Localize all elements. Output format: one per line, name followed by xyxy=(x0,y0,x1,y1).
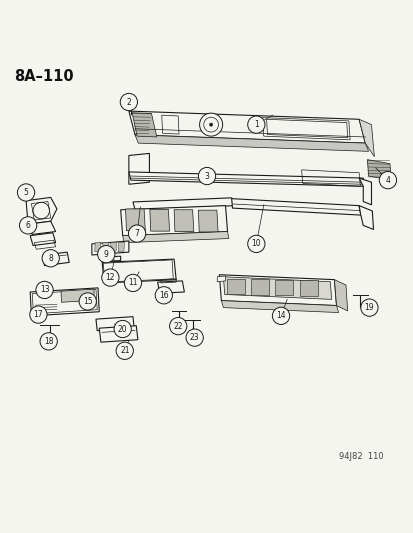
Text: 12: 12 xyxy=(105,273,115,282)
Text: 21: 21 xyxy=(120,346,129,356)
Text: 17: 17 xyxy=(33,310,43,319)
Circle shape xyxy=(79,293,96,310)
Polygon shape xyxy=(61,289,94,302)
Polygon shape xyxy=(122,231,228,243)
Circle shape xyxy=(124,274,141,292)
Polygon shape xyxy=(128,154,149,184)
Text: 7: 7 xyxy=(134,229,139,238)
Circle shape xyxy=(30,306,47,323)
Polygon shape xyxy=(92,241,128,255)
Circle shape xyxy=(42,249,59,267)
Polygon shape xyxy=(99,326,138,342)
Circle shape xyxy=(155,287,172,304)
Text: 16: 16 xyxy=(159,291,168,300)
Polygon shape xyxy=(219,274,336,305)
Polygon shape xyxy=(96,317,134,330)
Circle shape xyxy=(114,320,131,337)
Polygon shape xyxy=(334,280,347,311)
Polygon shape xyxy=(358,178,370,205)
Circle shape xyxy=(17,184,35,201)
Polygon shape xyxy=(133,198,235,210)
Polygon shape xyxy=(174,210,193,231)
Circle shape xyxy=(360,299,377,316)
Polygon shape xyxy=(95,242,101,252)
Text: 11: 11 xyxy=(128,278,138,287)
Text: 10: 10 xyxy=(251,239,261,248)
Polygon shape xyxy=(110,242,116,252)
Circle shape xyxy=(120,93,137,111)
Text: 3: 3 xyxy=(204,172,209,181)
Text: 9: 9 xyxy=(104,249,109,259)
Circle shape xyxy=(199,113,222,136)
Text: 2: 2 xyxy=(126,98,131,107)
Polygon shape xyxy=(132,112,157,137)
Polygon shape xyxy=(157,281,184,293)
Polygon shape xyxy=(103,256,120,262)
Polygon shape xyxy=(226,279,244,294)
Polygon shape xyxy=(231,199,360,215)
Text: 15: 15 xyxy=(83,297,93,306)
Polygon shape xyxy=(30,233,55,246)
Circle shape xyxy=(169,318,186,335)
Polygon shape xyxy=(118,242,124,252)
Circle shape xyxy=(102,269,119,286)
Polygon shape xyxy=(217,276,225,282)
Circle shape xyxy=(209,123,212,126)
Polygon shape xyxy=(125,209,145,231)
Text: 8A–110: 8A–110 xyxy=(14,69,73,84)
Circle shape xyxy=(128,225,145,242)
Polygon shape xyxy=(135,135,368,151)
Polygon shape xyxy=(43,252,69,265)
Circle shape xyxy=(97,246,115,263)
Text: 94J82  110: 94J82 110 xyxy=(338,451,382,461)
Polygon shape xyxy=(28,221,55,235)
Polygon shape xyxy=(358,119,373,157)
Text: 23: 23 xyxy=(190,333,199,342)
Text: 5: 5 xyxy=(24,188,28,197)
Polygon shape xyxy=(120,206,227,236)
Circle shape xyxy=(19,217,37,234)
Polygon shape xyxy=(275,280,293,295)
Polygon shape xyxy=(26,197,57,224)
Text: 19: 19 xyxy=(364,303,373,312)
Circle shape xyxy=(185,329,203,346)
Text: 4: 4 xyxy=(385,176,389,184)
Polygon shape xyxy=(150,209,169,231)
Polygon shape xyxy=(223,277,331,300)
Circle shape xyxy=(272,307,289,325)
Polygon shape xyxy=(128,111,364,143)
Polygon shape xyxy=(299,280,317,296)
Polygon shape xyxy=(221,301,338,312)
Text: 22: 22 xyxy=(173,321,183,330)
Text: 20: 20 xyxy=(118,325,127,334)
Circle shape xyxy=(378,172,396,189)
Text: 1: 1 xyxy=(253,120,258,129)
Text: 8: 8 xyxy=(48,254,53,263)
Text: 13: 13 xyxy=(40,286,49,294)
Polygon shape xyxy=(102,259,176,283)
Circle shape xyxy=(36,281,53,298)
Polygon shape xyxy=(30,288,99,316)
Circle shape xyxy=(247,116,264,133)
Text: 18: 18 xyxy=(44,337,53,346)
Polygon shape xyxy=(366,159,390,180)
Polygon shape xyxy=(198,210,218,232)
Text: 14: 14 xyxy=(275,311,285,320)
Circle shape xyxy=(40,333,57,350)
Circle shape xyxy=(247,235,264,253)
Polygon shape xyxy=(102,242,109,252)
Polygon shape xyxy=(358,206,373,230)
Polygon shape xyxy=(250,279,268,295)
Circle shape xyxy=(198,167,215,184)
Text: 6: 6 xyxy=(26,221,31,230)
Circle shape xyxy=(116,342,133,359)
Polygon shape xyxy=(128,172,364,187)
